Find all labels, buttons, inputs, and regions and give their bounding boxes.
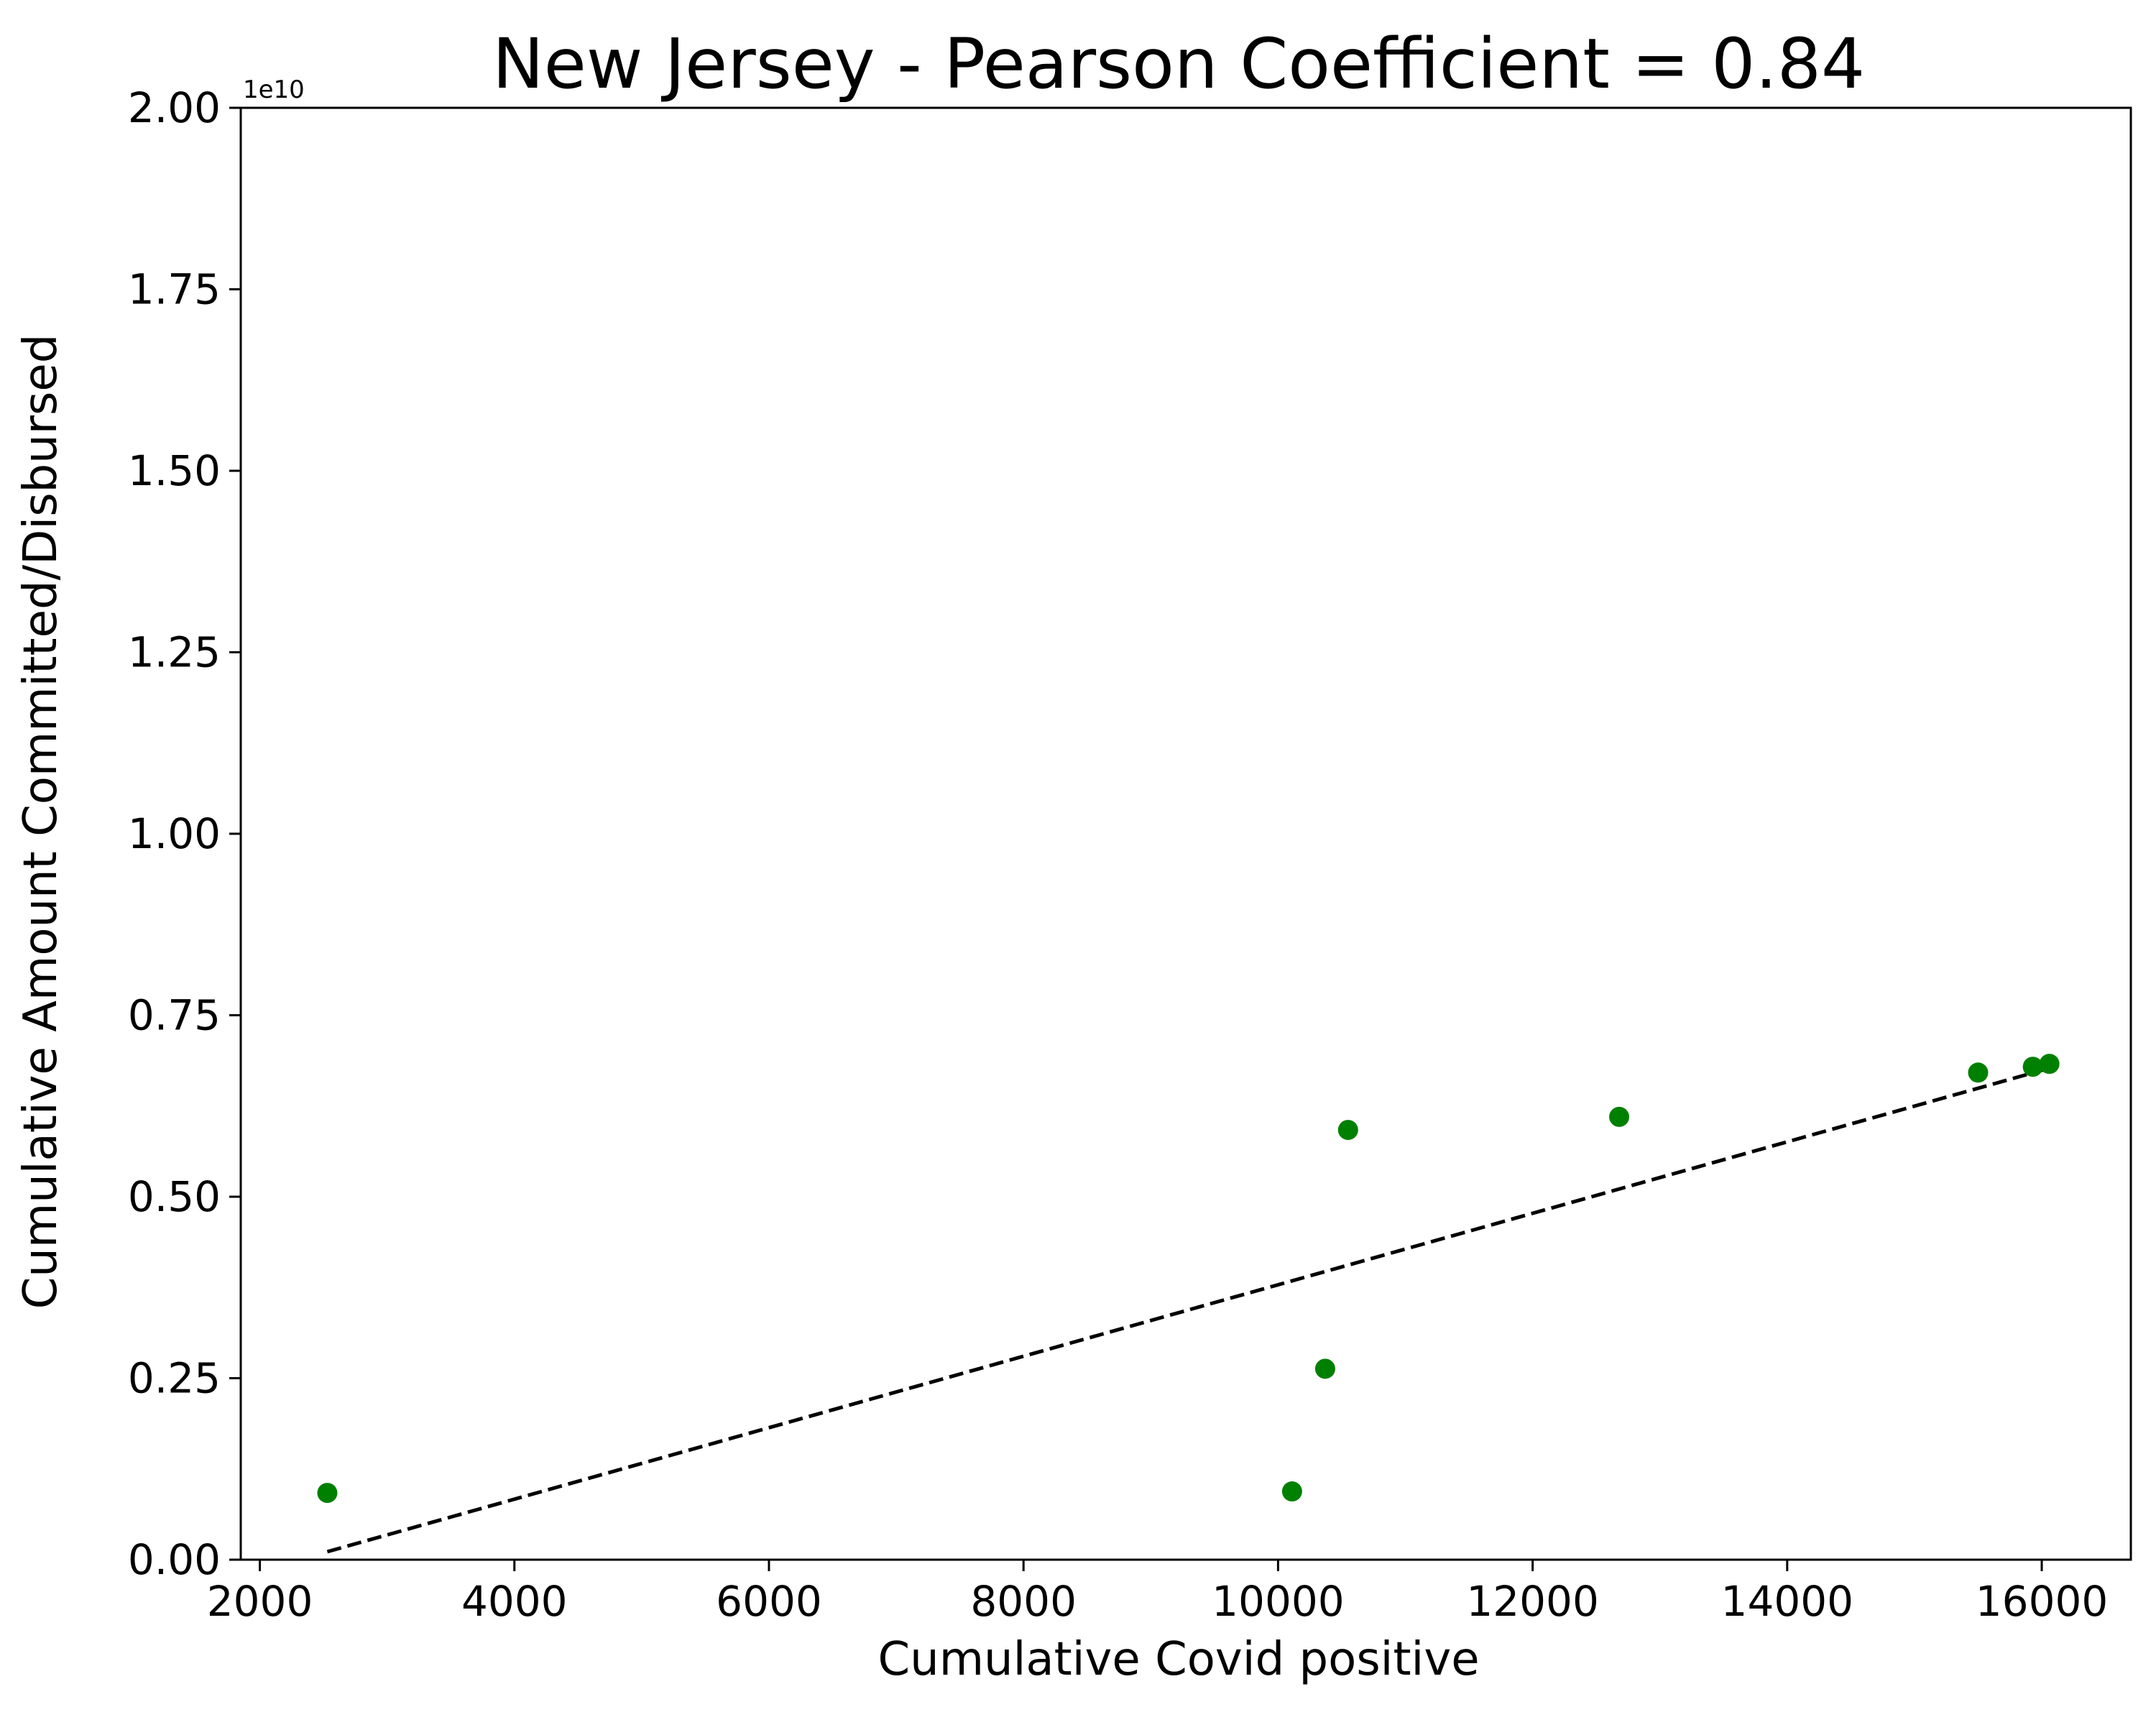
data-point-2 [1281,1481,1302,1502]
y-tick-label: 2.00 [128,83,221,132]
trend-line [326,1066,2050,1554]
y-tick-label: 1.75 [128,265,221,314]
data-point-7 [2022,1057,2043,1077]
x-tick-label: 4000 [461,1577,568,1626]
data-point-5 [1609,1106,1630,1127]
x-tick-label: 12000 [1466,1577,1599,1626]
y-tick-label: 0.50 [128,1172,221,1221]
data-point-8 [2039,1054,2060,1075]
x-tick-label: 10000 [1212,1577,1345,1626]
plot-frame [239,106,2132,1561]
data-point-4 [1337,1120,1358,1141]
x-tick-label: 8000 [970,1577,1077,1626]
x-tick-label: 16000 [1976,1577,2109,1626]
x-axis-label: Cumulative Covid positive [877,1633,1479,1686]
data-point-6 [1968,1062,1989,1083]
x-tick-label: 2000 [207,1577,313,1626]
chart-title: New Jersey - Pearson Coefficient = 0.84 [492,24,1865,104]
x-tick-label: 14000 [1721,1577,1854,1626]
y-tick-label: 0.75 [128,991,221,1040]
data-point-1 [317,1483,338,1504]
y-tick-label: 1.50 [128,446,221,495]
y-offset-label: 1e10 [243,75,305,104]
y-tick-label: 0.00 [128,1535,221,1584]
data-point-3 [1314,1358,1335,1379]
x-tick-label: 6000 [716,1577,822,1626]
y-tick-label: 1.00 [128,809,221,858]
y-tick-label: 1.25 [128,628,221,677]
y-tick-label: 0.25 [128,1354,221,1403]
y-axis-label: Cumulative Amount Committed/Disbursed [14,334,68,1310]
